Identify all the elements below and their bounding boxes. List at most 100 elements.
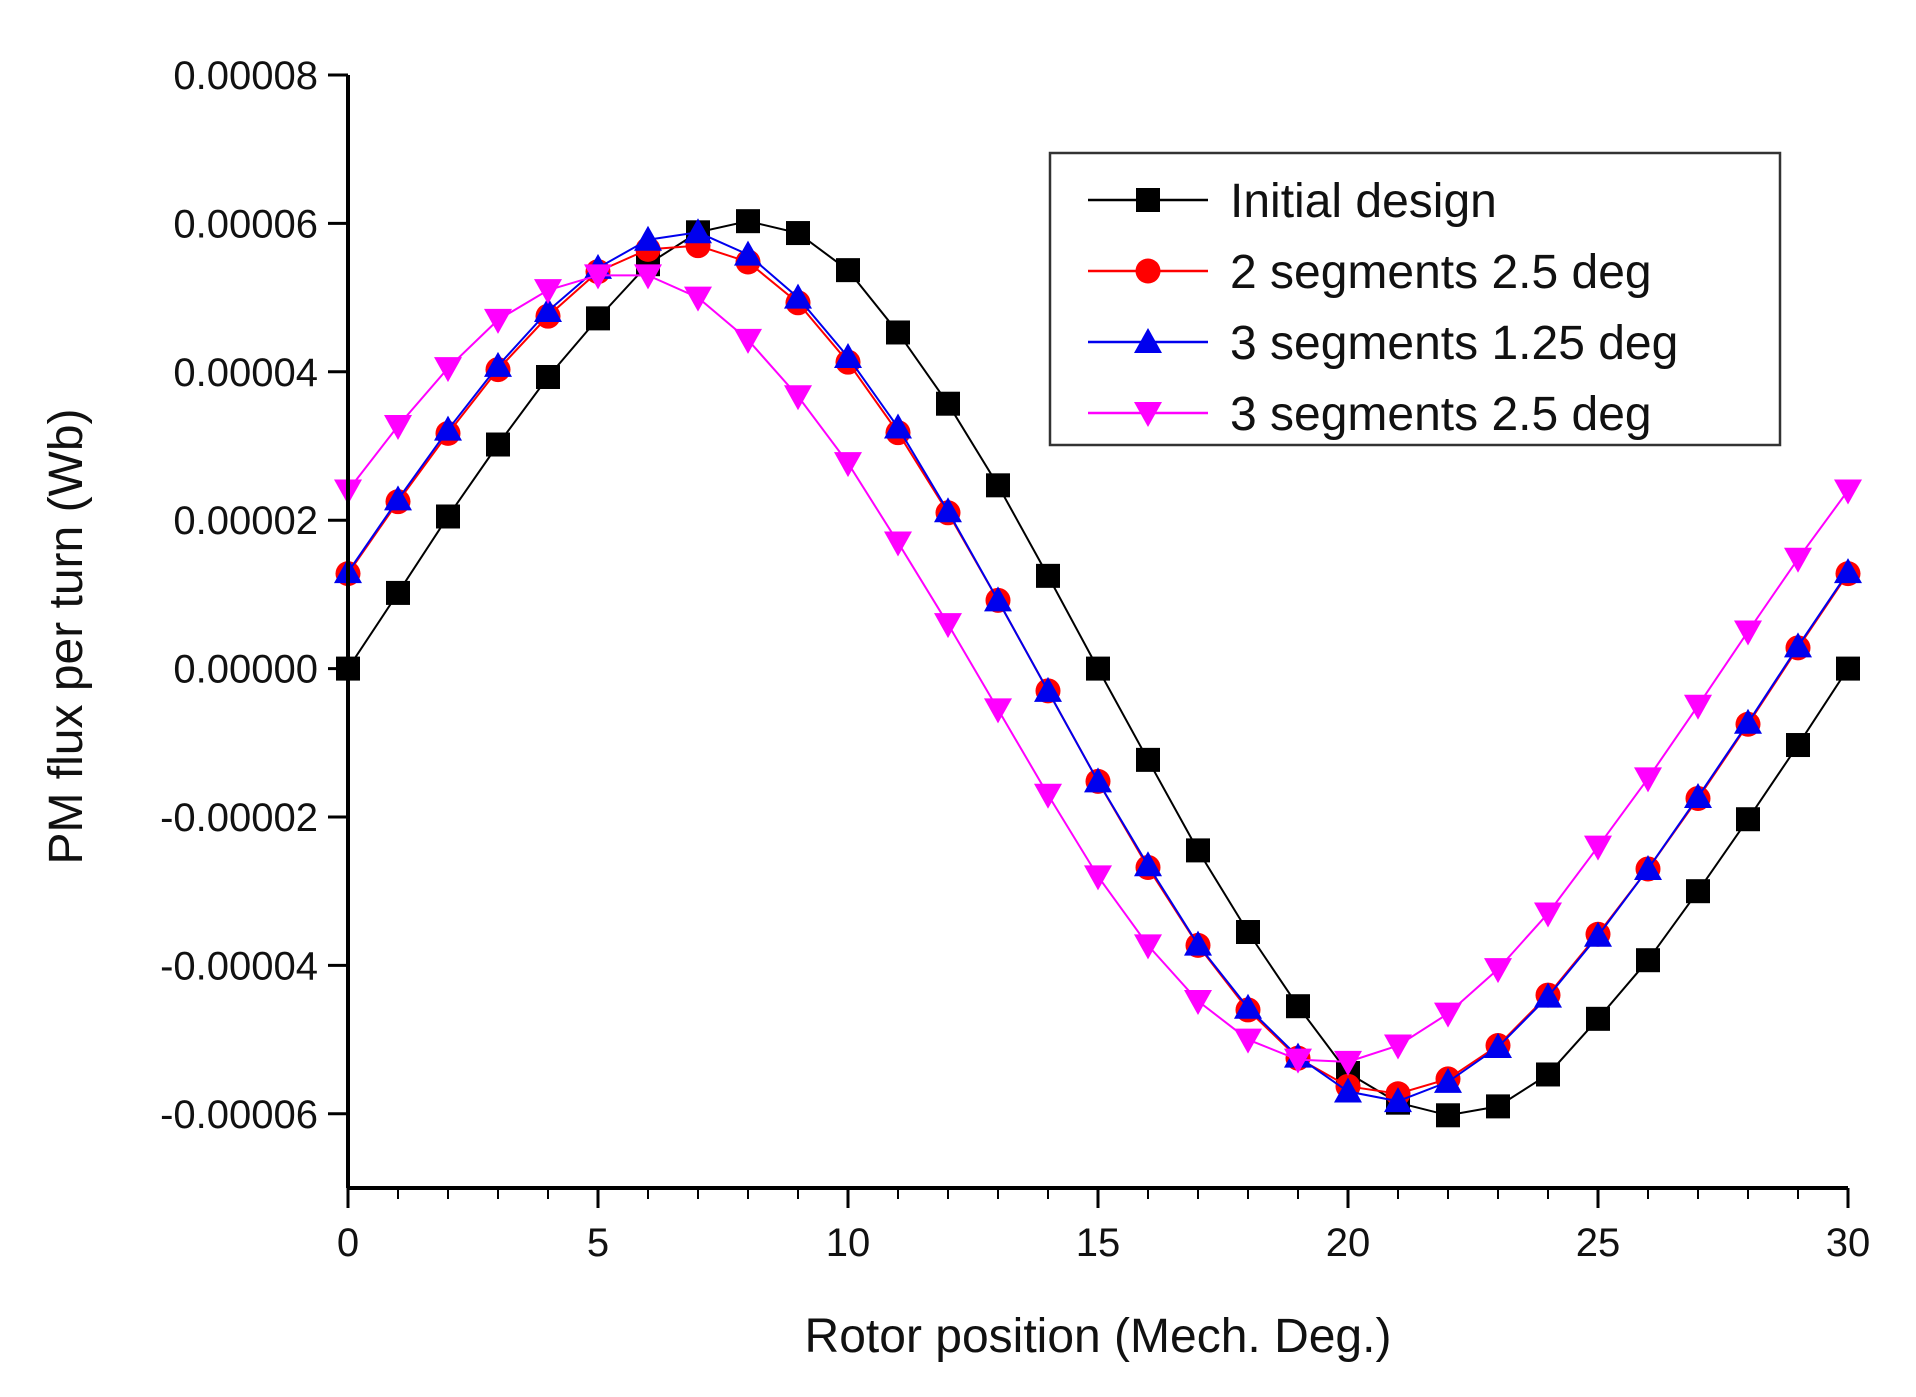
data-point [984,586,1012,612]
legend-entry: 2 segments 2.5 deg [1088,246,1652,299]
data-point [1634,767,1662,793]
data-point [536,364,560,389]
data-point [1334,1077,1362,1103]
data-point [1536,1062,1560,1087]
data-point [486,432,510,457]
data-point [934,497,962,523]
data-point [586,306,610,331]
legend-box [1048,151,1782,447]
data-point [984,698,1012,724]
legend-label: 2 segments 2.5 deg [1230,246,1652,299]
data-point [1434,1067,1462,1093]
data-point [384,414,412,440]
data-point [1084,865,1112,891]
data-point [684,218,712,244]
data-point [936,391,960,416]
data-point [436,504,460,529]
data-point [1134,934,1162,960]
y-axis-title: PM flux per turn (Wb) [40,408,93,864]
legend-label: 3 segments 2.5 deg [1230,388,1652,441]
data-point [1284,1048,1312,1074]
data-point [1384,1034,1412,1060]
x-tick-label: 10 [826,1221,871,1265]
data-point [434,357,462,383]
data-point [1534,982,1562,1008]
data-point [534,279,562,305]
legend-marker [1135,258,1161,284]
data-point [1484,958,1512,984]
data-point [434,415,462,441]
data-point [1184,990,1212,1016]
y-tick-label: 0.00006 [173,202,318,246]
data-point [1784,547,1812,573]
y-tick-label: 0.00004 [173,351,318,395]
legend-entry: 3 segments 1.25 deg [1088,317,1678,370]
legend-marker [1134,402,1162,427]
data-point [986,473,1010,498]
data-point [884,531,912,557]
y-tick-label: 0.00002 [173,499,318,543]
data-point [1534,902,1562,928]
legend-label: 3 segments 1.25 deg [1230,317,1678,370]
data-point [1736,807,1760,832]
data-point [784,283,812,309]
data-point [1834,558,1862,584]
data-point [1734,620,1762,646]
data-point [834,342,862,368]
data-point [1786,733,1810,758]
data-point [1636,948,1660,973]
data-point [834,452,862,478]
data-point [836,258,860,283]
x-tick-label: 0 [337,1221,359,1265]
legend-marker [1136,188,1160,212]
data-point [1234,1028,1262,1054]
data-point [784,385,812,411]
data-point [1836,656,1860,681]
y-tick-label: 0.00000 [173,648,318,692]
x-axis-title: Rotor position (Mech. Deg.) [805,1310,1392,1363]
legend-entry: 3 segments 2.5 deg [1088,388,1652,441]
data-point [1734,708,1762,734]
y-tick-label: -0.00004 [160,944,318,988]
data-point [1484,1033,1512,1059]
data-point [1136,747,1160,772]
data-point [1034,676,1062,702]
data-point [1586,1006,1610,1031]
data-point [934,613,962,639]
data-point [386,580,410,605]
data-point [786,221,810,246]
legend-marker [1134,328,1162,353]
y-tick-label: -0.00006 [160,1093,318,1137]
legend-entry: Initial design [1088,175,1497,228]
data-point [1384,1087,1412,1113]
data-point [584,264,612,290]
data-point [1684,782,1712,808]
data-point [1434,1002,1462,1028]
x-tick-label: 5 [587,1221,609,1265]
data-point [1486,1094,1510,1119]
x-tick-label: 30 [1826,1221,1871,1265]
data-point [734,240,762,266]
data-point [1584,835,1612,861]
legend-label: Initial design [1230,175,1497,228]
y-tick-label: -0.00002 [160,796,318,840]
data-point [634,225,662,251]
data-point [1086,656,1110,681]
data-point [1234,993,1262,1019]
data-point [1686,879,1710,904]
data-point [1684,694,1712,720]
data-point [1084,767,1112,793]
data-point [634,264,662,290]
data-point [884,413,912,439]
data-point [1784,632,1812,658]
data-point [384,485,412,511]
data-point [1236,920,1260,945]
data-point [1184,930,1212,956]
data-point [736,209,760,234]
data-point [1134,851,1162,877]
data-point [484,351,512,377]
data-point [734,328,762,354]
data-point [1584,921,1612,947]
data-point [1634,854,1662,880]
